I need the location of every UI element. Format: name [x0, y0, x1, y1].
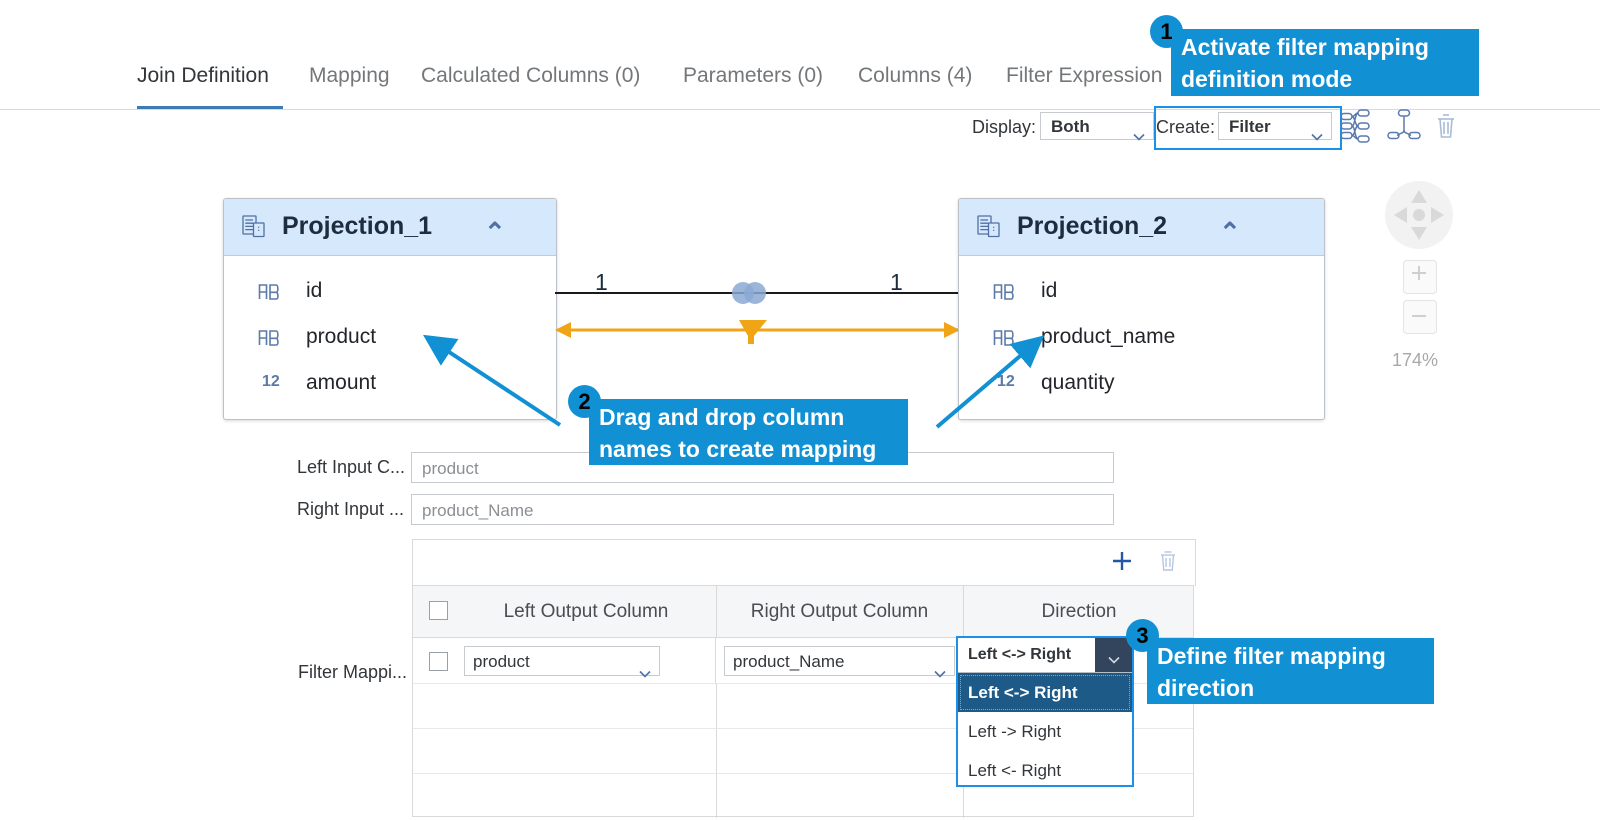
svg-text:1: 1	[595, 269, 608, 295]
svg-text:1: 1	[890, 269, 903, 295]
